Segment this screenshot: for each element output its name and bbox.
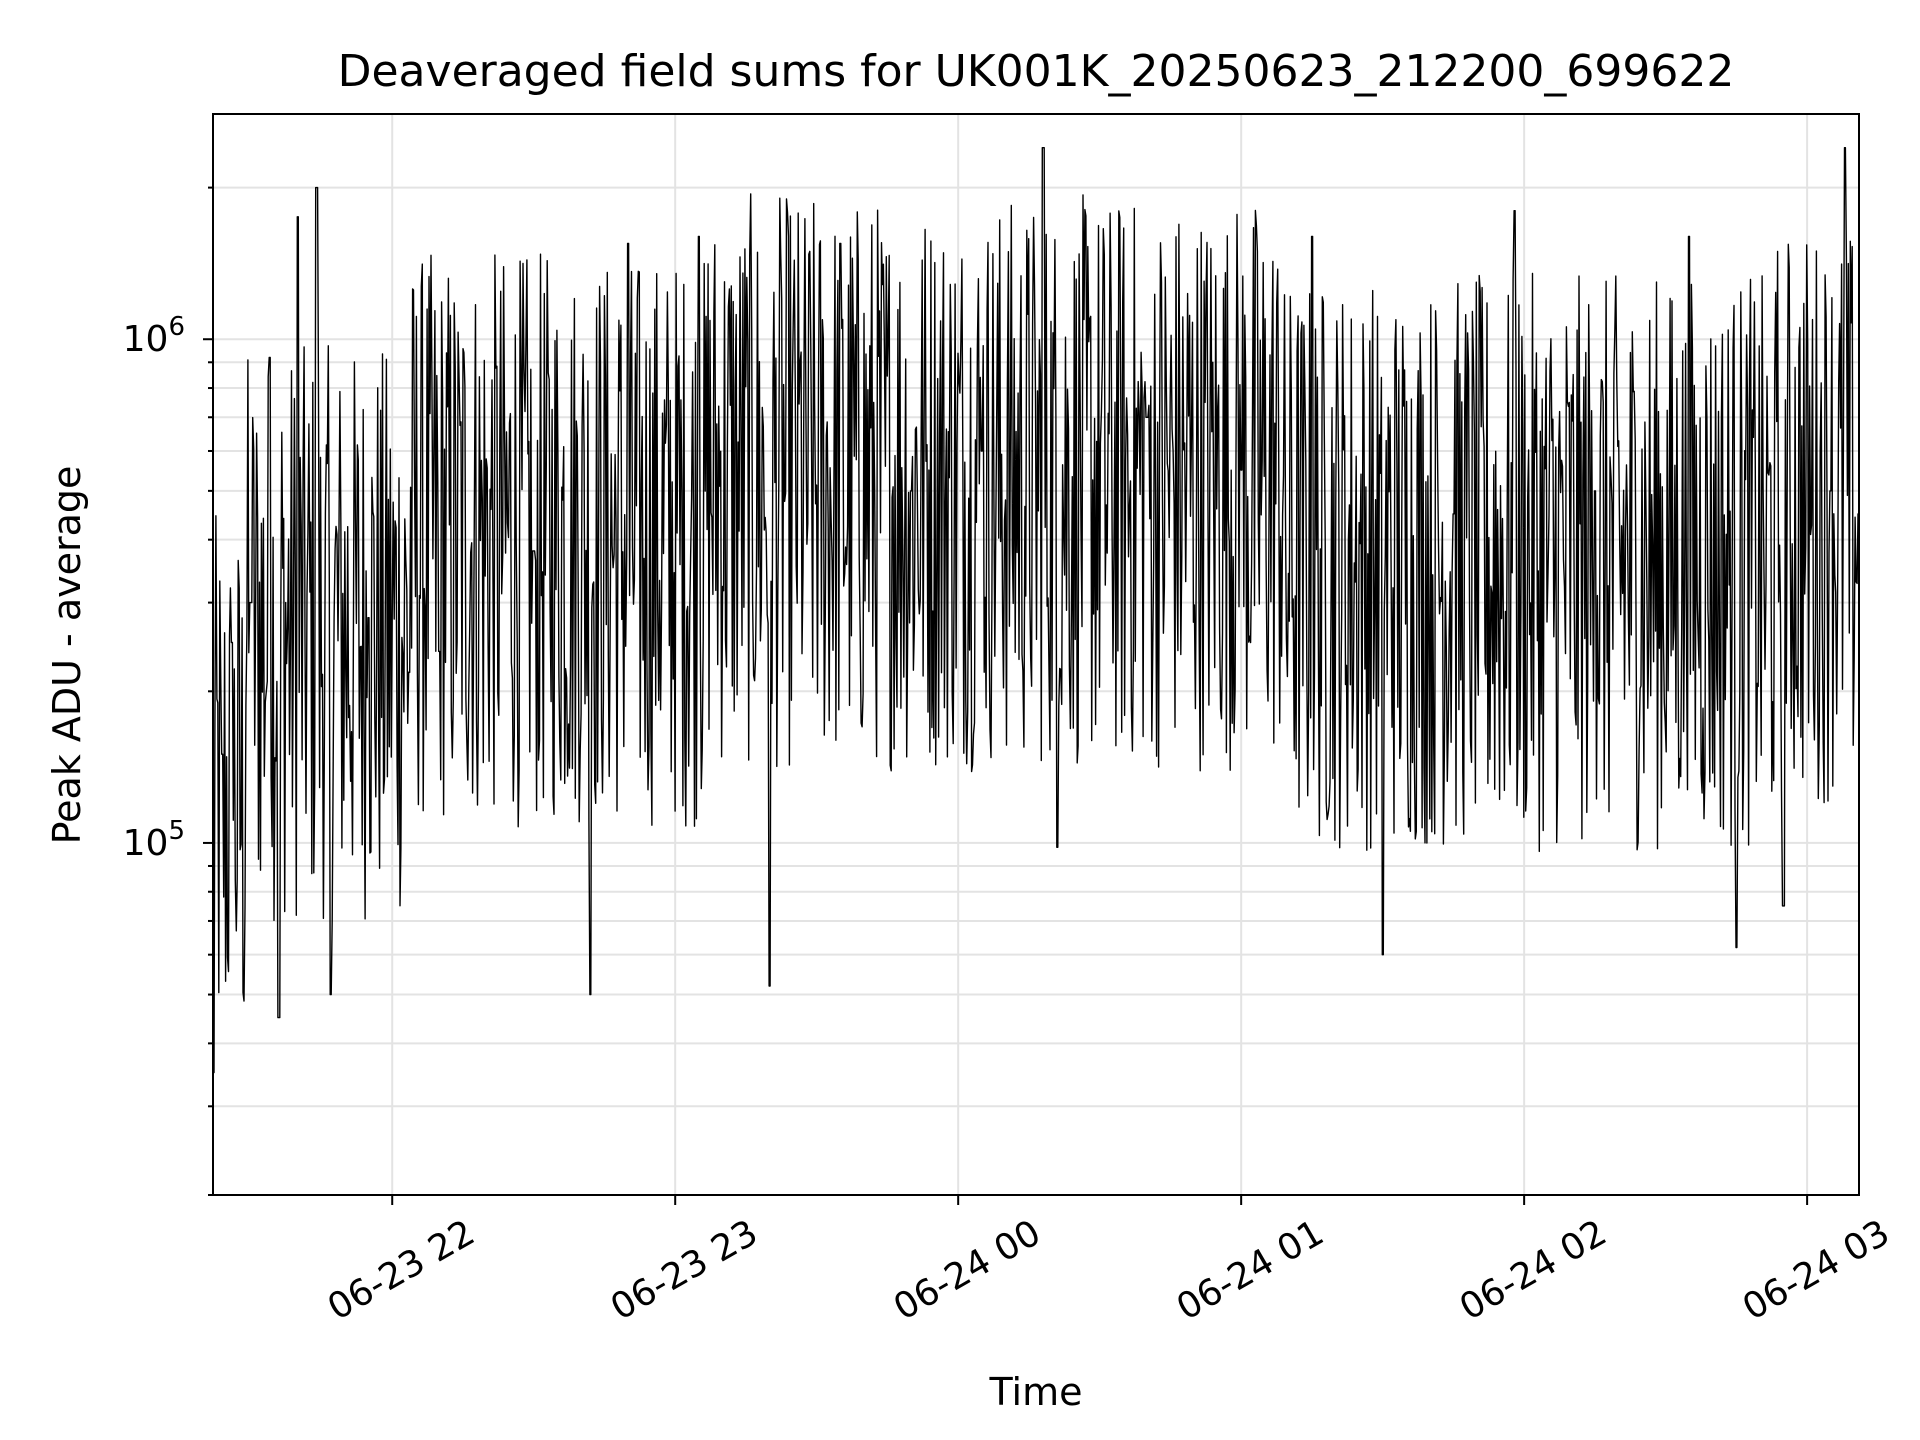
y-axis-label: Peak ADU - average (45, 466, 89, 845)
y-tick-label: 106 (123, 312, 185, 360)
x-tick-label: 06-24 01 (1170, 1212, 1331, 1328)
chart-title: Deaveraged field sums for UK001K_2025062… (338, 46, 1735, 97)
x-tick-label: 06-23 23 (604, 1212, 765, 1328)
x-axis-label: Time (989, 1370, 1083, 1414)
y-tick-label: 105 (123, 816, 185, 864)
series-line (213, 147, 1859, 1074)
x-tick-label: 06-24 00 (887, 1212, 1048, 1328)
x-tick-label: 06-24 03 (1736, 1212, 1897, 1328)
grid (213, 114, 1859, 1196)
plot-frame (212, 113, 1860, 1196)
x-tick-label: 06-24 02 (1453, 1212, 1614, 1328)
x-tick-label: 06-23 22 (321, 1212, 482, 1328)
